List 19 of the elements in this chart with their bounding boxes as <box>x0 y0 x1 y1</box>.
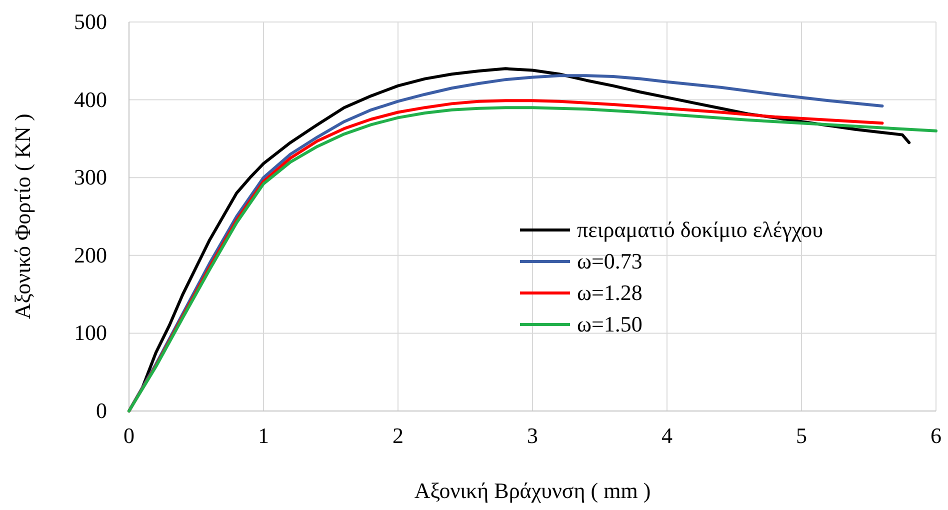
x-tick-label: 0 <box>124 423 134 448</box>
x-tick-label: 1 <box>258 423 269 448</box>
x-tick-label: 6 <box>930 423 942 448</box>
x-tick-label: 3 <box>527 423 538 448</box>
x-tick-label: 4 <box>662 423 672 448</box>
legend-label: ω=1.50 <box>577 312 642 336</box>
y-tick-label: 200 <box>74 242 107 268</box>
y-tick-label: 100 <box>74 320 107 346</box>
y-tick-label: 400 <box>74 86 107 112</box>
legend-label: πειραματιό δοκίμιο ελέγχου <box>577 217 824 242</box>
y-tick-label: 500 <box>74 9 107 34</box>
legend-label: ω=1.28 <box>577 280 642 305</box>
y-axis-title: Αξονικό Φορτίο ( KN ) <box>10 114 35 320</box>
x-tick-label: 5 <box>796 423 807 448</box>
y-tick-label: 300 <box>74 164 107 190</box>
x-tick-label: 2 <box>392 423 404 448</box>
legend-label: ω=0.73 <box>577 248 642 274</box>
y-tick-label: 0 <box>96 398 107 423</box>
x-axis-title: Αξονική Βράχυνση ( mm ) <box>414 478 651 503</box>
